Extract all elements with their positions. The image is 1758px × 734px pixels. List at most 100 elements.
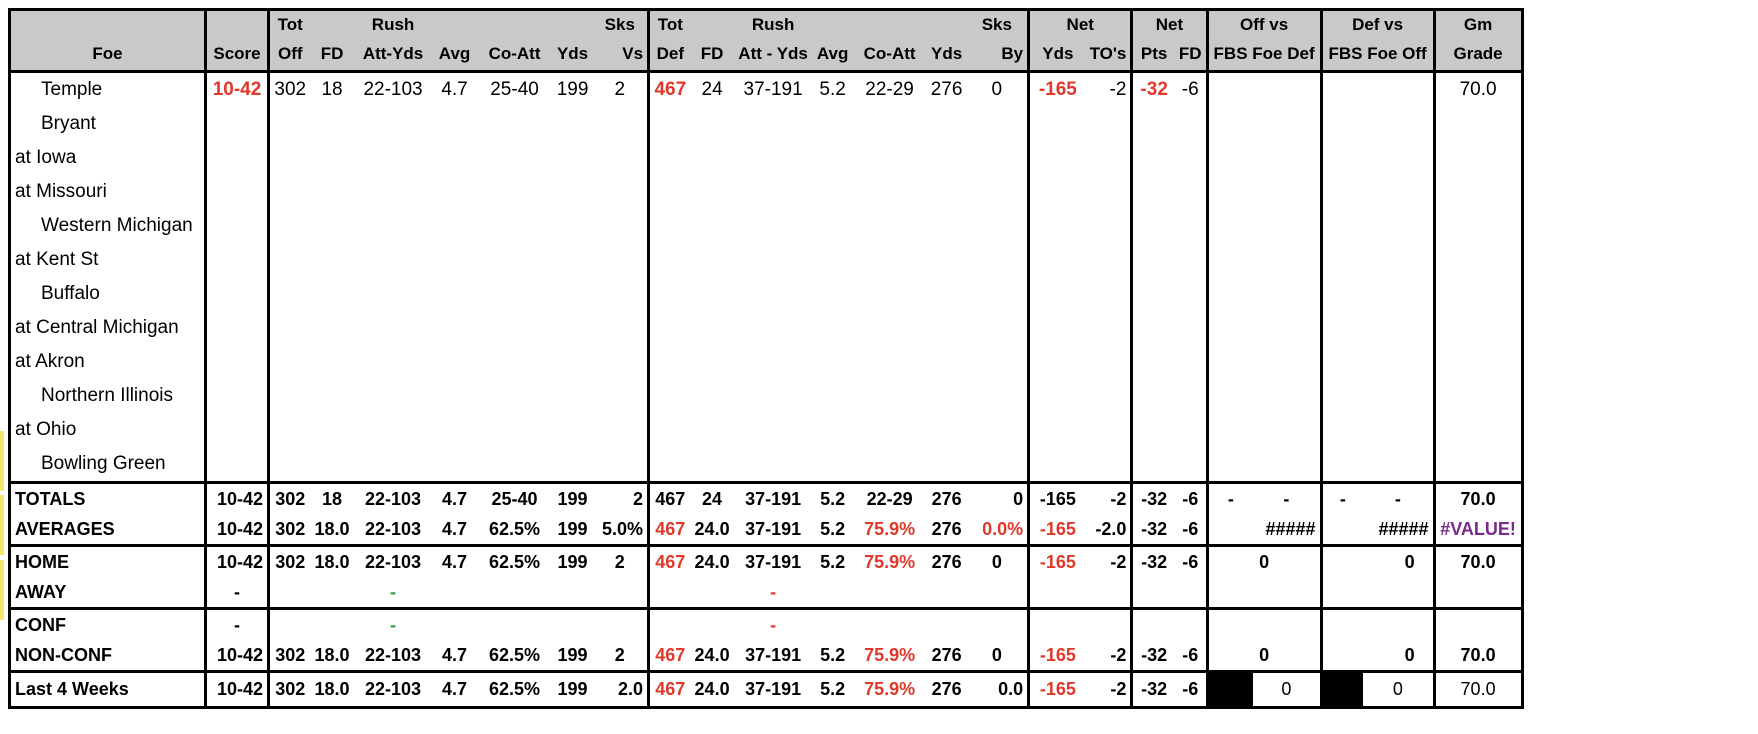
cell-netfd	[1175, 447, 1207, 483]
cell-dcoatt	[853, 141, 927, 175]
cell-rush	[354, 311, 433, 345]
cell-drush: 37-191	[743, 79, 803, 100]
game-row: Bowling Green	[8, 447, 1524, 483]
def-co-att-header: Co-Att	[852, 38, 927, 73]
games-body: Temple 10-42 302 18 22-103 4.7 25-40 199 2 467 24 3…	[8, 71, 1524, 483]
cell-tos	[1086, 107, 1132, 141]
foe-name: at Kent St	[8, 243, 206, 277]
cell-drush	[734, 379, 813, 413]
cell-off	[267, 311, 311, 345]
cell-def	[647, 447, 691, 483]
cell-netfd	[1175, 413, 1207, 447]
cell-coatt	[477, 107, 553, 141]
cell-rush	[354, 413, 433, 447]
cell-dyds	[927, 311, 967, 345]
cell-def	[647, 107, 691, 141]
cell-score	[204, 175, 269, 209]
cell-dcoatt	[853, 379, 927, 413]
cell-dyds	[927, 447, 967, 483]
totals-row: TOTALS 10-42 302 18 22-103 4.7 25-40 199…	[8, 481, 1524, 514]
cell-grade	[1432, 379, 1524, 413]
non-conf-row: NON-CONF 10-42 302 18.0 22-103 4.7 62.5%…	[8, 640, 1524, 673]
cell-grade: 70.0	[1432, 71, 1524, 107]
off-header: Off	[267, 38, 311, 73]
cell-sksvs	[593, 141, 649, 175]
def-att-yds-header: Att - Yds	[733, 38, 813, 73]
cell-pts	[1130, 413, 1175, 447]
cell-netyds	[1027, 413, 1086, 447]
cell-yds	[553, 107, 593, 141]
cell-def	[647, 413, 691, 447]
net-fd-header: FD	[1174, 38, 1208, 73]
cell-score	[204, 379, 269, 413]
cell-davg	[813, 141, 853, 175]
cell-sksvs: 2	[614, 79, 626, 100]
cell-netyds	[1027, 447, 1086, 483]
cell-off: 302	[267, 71, 311, 107]
cell-davg	[813, 379, 853, 413]
game-row: Northern Illinois	[8, 379, 1524, 413]
cell-netyds	[1027, 277, 1086, 311]
cell-score: 10-42	[204, 71, 269, 107]
net-pts-header: Net	[1130, 8, 1208, 38]
def-vs-header: Def vs	[1319, 8, 1435, 38]
cell-sksby	[967, 447, 1029, 483]
cell-off	[267, 141, 311, 175]
cell-netfd	[1175, 379, 1207, 413]
net-yds-header: Yds	[1027, 38, 1086, 73]
cell-dyds	[927, 209, 967, 243]
rush-off-header: Rush	[353, 8, 433, 38]
cell-pts	[1130, 345, 1175, 379]
cell-yds	[553, 311, 593, 345]
cell-dyds	[927, 175, 967, 209]
cell-davg	[813, 345, 853, 379]
cell-yds	[553, 243, 593, 277]
vs-header: Vs	[592, 38, 649, 73]
cell-pts	[1130, 107, 1175, 141]
home-row: HOME 10-42 302 18.0 22-103 4.7 62.5% 199…	[8, 544, 1524, 577]
cell-davg	[813, 243, 853, 277]
cell-netfd	[1175, 311, 1207, 345]
by-header: By	[966, 38, 1029, 73]
cell-sksby	[967, 311, 1029, 345]
cell-coatt	[477, 141, 553, 175]
cell-def	[647, 243, 691, 277]
yds-header: Yds	[552, 38, 593, 73]
avg-header: Avg	[432, 38, 477, 73]
game-row: at Ohio	[8, 413, 1524, 447]
cell-grade	[1432, 345, 1524, 379]
cell-yds: 199	[556, 79, 589, 100]
header-row-top: Tot Rush Sks Tot Rush Sks Net Net Off vs…	[8, 8, 1524, 38]
cell-avg	[433, 107, 477, 141]
tot-off-header: Tot	[267, 8, 311, 38]
cell-score	[204, 209, 269, 243]
cell-rush	[354, 209, 433, 243]
foe-name: Temple	[8, 71, 206, 107]
cell-dcoatt	[853, 311, 927, 345]
cell-fd	[311, 311, 354, 345]
cell-sksvs	[593, 107, 649, 141]
cell-dfd	[691, 447, 734, 483]
cell-tos	[1086, 413, 1132, 447]
att-yds-header: Att-Yds	[353, 38, 433, 73]
cell-drush	[734, 345, 813, 379]
game-row: Bryant	[8, 107, 1524, 141]
cell-coatt	[477, 379, 553, 413]
foe-name: Northern Illinois	[8, 379, 206, 413]
cell-netyds	[1027, 107, 1086, 141]
sks-vs-header: Sks	[592, 8, 649, 38]
cell-tos	[1086, 277, 1132, 311]
cell-drush	[734, 141, 813, 175]
cell-dcoatt: 22-29	[865, 79, 914, 100]
def-fd-header: FD	[690, 38, 734, 73]
cell-pts	[1130, 141, 1175, 175]
cell-netfd	[1175, 209, 1207, 243]
cell-netyds	[1027, 345, 1086, 379]
cell-netyds	[1027, 141, 1086, 175]
fbs-foe-def-header: FBS Foe Def	[1205, 38, 1322, 73]
cell-netyds	[1027, 175, 1086, 209]
score-header: Score	[204, 38, 269, 73]
cell-yds	[553, 413, 593, 447]
cell-sksvs	[593, 345, 649, 379]
cell-tos: -2	[1109, 79, 1127, 100]
